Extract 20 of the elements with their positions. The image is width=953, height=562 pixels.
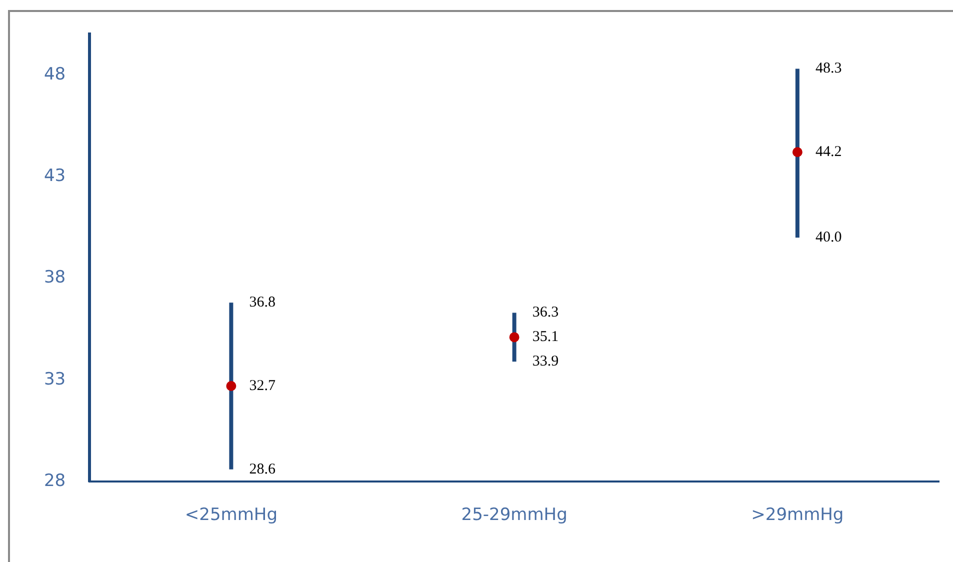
annotation: 36.8 — [249, 294, 276, 311]
point — [226, 381, 236, 392]
annotation: 33.9 — [532, 354, 559, 370]
y-tick-label: 38 — [44, 268, 66, 288]
y-tick-label: 28 — [44, 471, 66, 492]
point — [792, 147, 802, 158]
annotation: 40.0 — [815, 230, 842, 246]
point — [509, 332, 520, 342]
x-tick-label: 25-29mmHg — [461, 505, 568, 526]
y-tick-label: 43 — [44, 166, 66, 186]
data-label: 44.2 — [815, 144, 842, 160]
data-label: 32.7 — [249, 378, 276, 394]
data-label: 35.1 — [532, 329, 559, 346]
annotation: 36.3 — [532, 304, 559, 321]
y-tick-label: 48 — [44, 64, 66, 84]
x-tick-label: >29mmHg — [751, 505, 844, 526]
annotation: 28.6 — [249, 461, 276, 478]
annotation: 48.3 — [815, 60, 842, 77]
y-tick-label: 33 — [44, 369, 66, 390]
x-tick-label: <25mmHg — [184, 505, 278, 526]
